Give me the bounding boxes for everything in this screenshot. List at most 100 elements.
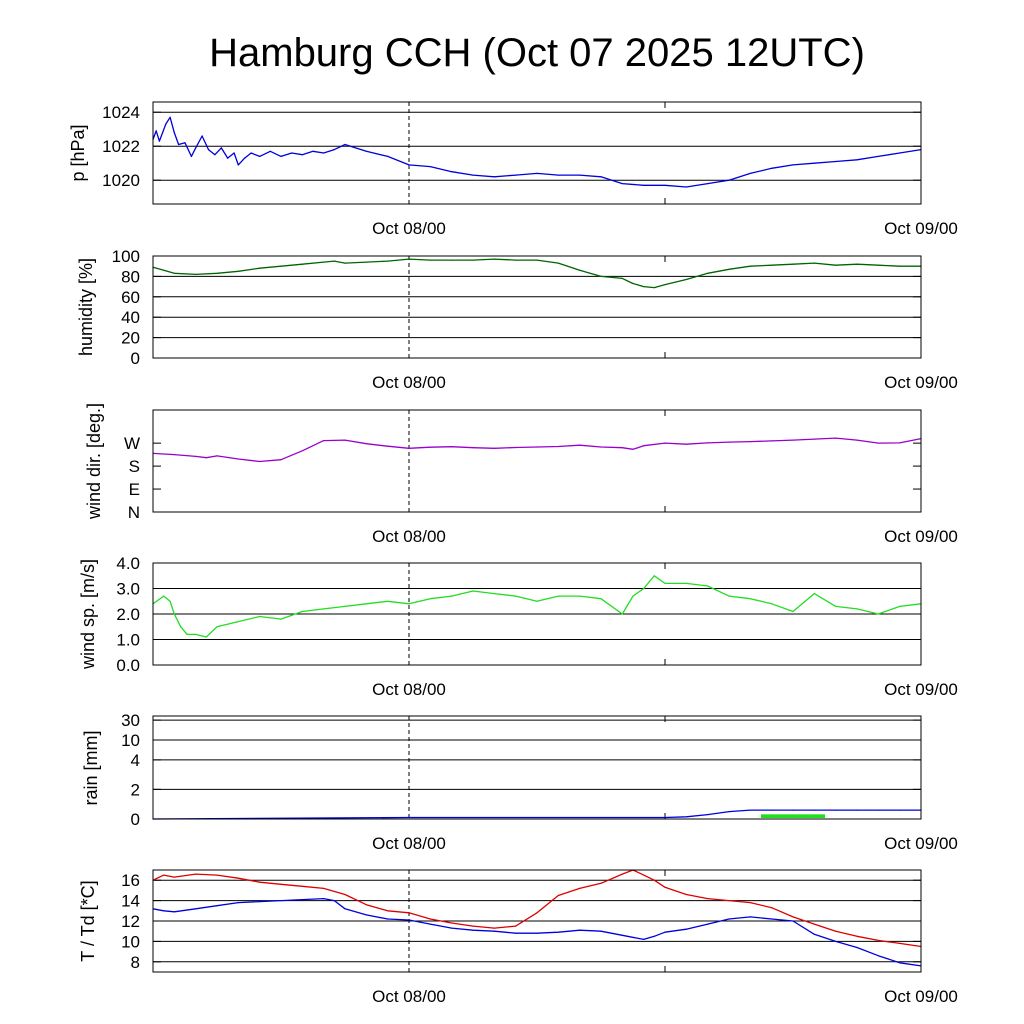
data-point xyxy=(173,911,175,913)
data-point xyxy=(312,150,314,152)
y-tick-label: 0 xyxy=(131,810,140,829)
data-point xyxy=(269,150,271,152)
x-tick-label: Oct 08/00 xyxy=(372,680,446,699)
data-point xyxy=(259,901,261,903)
y-tick-label: 20 xyxy=(121,329,140,348)
data-point xyxy=(813,923,815,925)
data-point xyxy=(220,147,222,149)
data-point xyxy=(387,445,389,447)
data-point xyxy=(877,955,879,957)
data-point xyxy=(664,184,666,186)
plot-frame xyxy=(152,562,922,666)
y-axis-label: humidity [%] xyxy=(76,258,96,356)
data-point xyxy=(856,159,858,161)
rain-intensity-bar xyxy=(761,814,825,818)
data-point xyxy=(899,942,901,945)
data-point xyxy=(173,132,175,134)
data-point xyxy=(365,914,367,916)
data-point xyxy=(344,908,346,910)
x-tick-label: Oct 09/00 xyxy=(884,219,958,238)
data-point xyxy=(557,445,559,448)
data-point xyxy=(163,269,165,271)
data-point xyxy=(792,164,794,166)
y-tick-label: 0 xyxy=(131,349,140,368)
data-point xyxy=(643,938,645,941)
data-point xyxy=(451,446,453,448)
data-point xyxy=(643,587,645,590)
data-point xyxy=(707,898,709,900)
data-point xyxy=(728,441,730,443)
data-point xyxy=(408,164,410,166)
data-point xyxy=(685,582,687,585)
y-tick-label: 80 xyxy=(121,267,140,286)
data-point xyxy=(771,907,773,909)
data-point xyxy=(536,446,538,448)
data-point xyxy=(685,443,687,445)
data-point xyxy=(301,450,303,452)
data-point xyxy=(280,459,282,461)
series-line-wind-direction xyxy=(152,437,922,463)
data-point xyxy=(835,264,837,266)
data-point xyxy=(792,809,794,811)
data-point xyxy=(195,873,197,875)
data-point xyxy=(323,440,325,442)
data-point xyxy=(155,130,157,132)
data-point xyxy=(387,260,389,262)
y-axis-label: rain [mm] xyxy=(81,730,101,805)
data-point xyxy=(195,908,197,910)
data-point xyxy=(600,176,602,178)
data-point xyxy=(451,922,453,924)
y-tick-label: N xyxy=(128,503,140,522)
data-point xyxy=(173,613,175,615)
data-point xyxy=(835,809,837,811)
data-point xyxy=(600,446,602,448)
y-tick-label: 1.0 xyxy=(116,631,140,650)
data-point xyxy=(169,116,171,118)
data-point xyxy=(195,455,197,457)
data-point xyxy=(280,265,282,267)
data-point xyxy=(632,282,634,285)
y-tick-label: 16 xyxy=(121,871,140,890)
data-point xyxy=(301,885,303,887)
data-point xyxy=(365,150,367,152)
data-point xyxy=(429,923,431,925)
x-tick-label: Oct 09/00 xyxy=(884,527,958,546)
data-point xyxy=(493,447,495,449)
data-point xyxy=(707,272,709,274)
data-point xyxy=(707,442,709,444)
data-point xyxy=(408,447,410,449)
data-point xyxy=(536,912,538,914)
data-point xyxy=(557,931,559,933)
y-tick-label: 100 xyxy=(112,247,140,266)
data-point xyxy=(344,893,346,896)
chart-title: Hamburg CCH (Oct 07 2025 12UTC) xyxy=(209,31,865,75)
data-point xyxy=(227,157,229,159)
data-point xyxy=(771,603,773,605)
data-point xyxy=(707,183,709,185)
plot-frame xyxy=(152,101,922,205)
data-point xyxy=(813,262,815,264)
y-tick-label: W xyxy=(124,434,140,453)
data-point xyxy=(515,259,517,261)
data-point xyxy=(280,155,282,157)
data-point xyxy=(579,269,581,271)
data-point xyxy=(493,930,495,932)
y-tick-label: 4 xyxy=(131,751,140,770)
data-point xyxy=(856,439,858,441)
data-point xyxy=(653,575,655,577)
data-point xyxy=(771,167,773,169)
data-point xyxy=(205,457,207,459)
data-point xyxy=(899,605,901,608)
data-point xyxy=(186,633,188,636)
data-point xyxy=(877,264,879,266)
data-point xyxy=(237,621,239,623)
data-point xyxy=(536,932,538,934)
data-point xyxy=(408,912,410,914)
data-point xyxy=(653,287,655,289)
y-axis-label: wind sp. [m/s] xyxy=(78,559,98,670)
data-point xyxy=(216,455,218,457)
data-point xyxy=(664,582,666,585)
data-point xyxy=(664,284,666,286)
